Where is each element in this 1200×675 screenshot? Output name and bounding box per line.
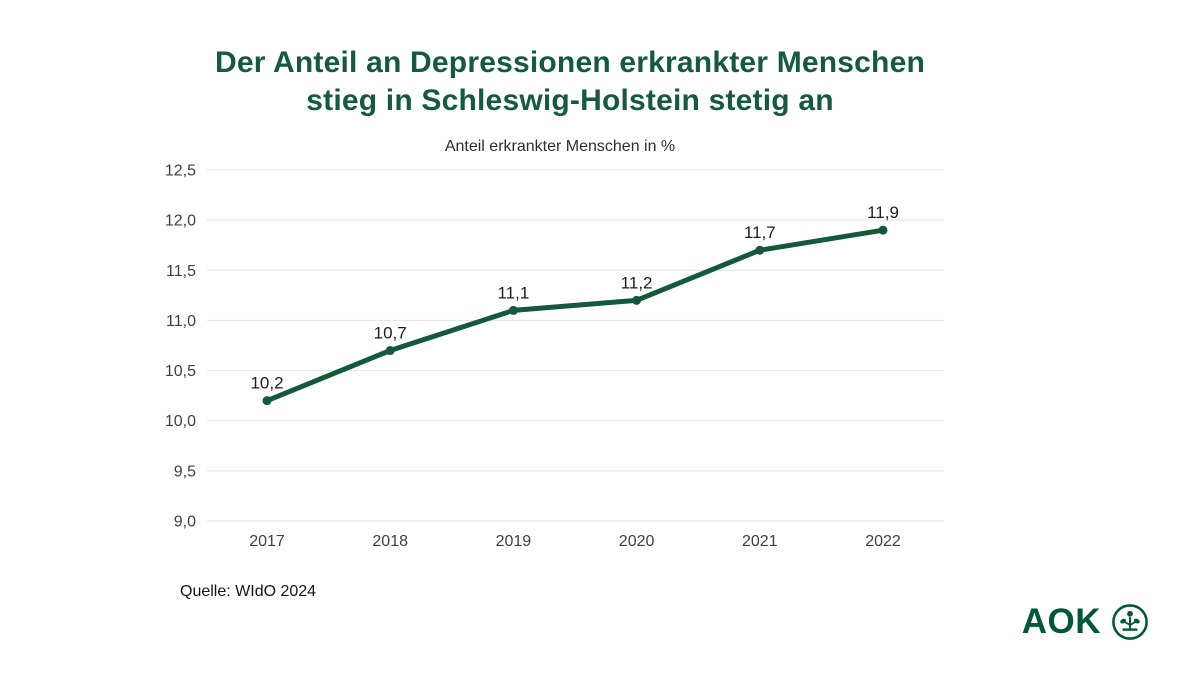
data-point xyxy=(385,346,395,356)
data-point-label: 10,7 xyxy=(374,324,407,343)
data-point xyxy=(755,245,765,255)
data-point-label: 11,1 xyxy=(497,283,529,302)
data-point-label: 10,2 xyxy=(250,374,283,393)
y-axis-tick-label: 9,0 xyxy=(174,514,196,531)
y-axis-tick-label: 11,0 xyxy=(166,313,196,330)
data-point xyxy=(262,396,272,406)
page-title: Der Anteil an Depressionen erkrankter Me… xyxy=(0,44,1140,120)
page-title-line-2: stieg in Schleswig-Holstein stetig an xyxy=(306,84,834,117)
aok-tree-of-life-icon xyxy=(1112,604,1148,640)
data-point xyxy=(878,225,888,235)
series-line xyxy=(264,227,886,404)
y-axis-tick-label: 12,5 xyxy=(165,163,196,180)
y-axis-tick-label: 10,0 xyxy=(165,413,196,430)
x-axis-tick-label: 2020 xyxy=(619,533,655,550)
data-point-label: 11,7 xyxy=(744,223,776,242)
y-axis-tick-label: 9,5 xyxy=(174,463,196,480)
y-axis-tick-label: 12,0 xyxy=(165,213,196,230)
chart-subtitle: Anteil erkrankter Menschen in % xyxy=(444,138,676,155)
aok-logo: AOK xyxy=(1022,602,1150,642)
y-axis-tick-label: 11,5 xyxy=(166,263,196,280)
x-axis-tick-label: 2018 xyxy=(372,533,408,550)
data-point xyxy=(632,295,642,305)
data-point xyxy=(508,305,518,315)
data-point-label: 11,2 xyxy=(621,273,653,292)
page-title-line-1: Der Anteil an Depressionen erkrankter Me… xyxy=(215,46,925,79)
x-axis-tick-label: 2021 xyxy=(742,533,778,550)
aok-logo-text: AOK xyxy=(1021,602,1101,641)
x-axis-tick-label: 2017 xyxy=(249,533,285,550)
y-axis-tick-label: 10,5 xyxy=(165,363,196,380)
data-point-label: 11,9 xyxy=(867,203,899,222)
x-axis-tick-label: 2022 xyxy=(865,533,901,550)
x-axis-tick-label: 2019 xyxy=(496,533,532,550)
source-note: Quelle: WIdO 2024 xyxy=(180,583,317,600)
